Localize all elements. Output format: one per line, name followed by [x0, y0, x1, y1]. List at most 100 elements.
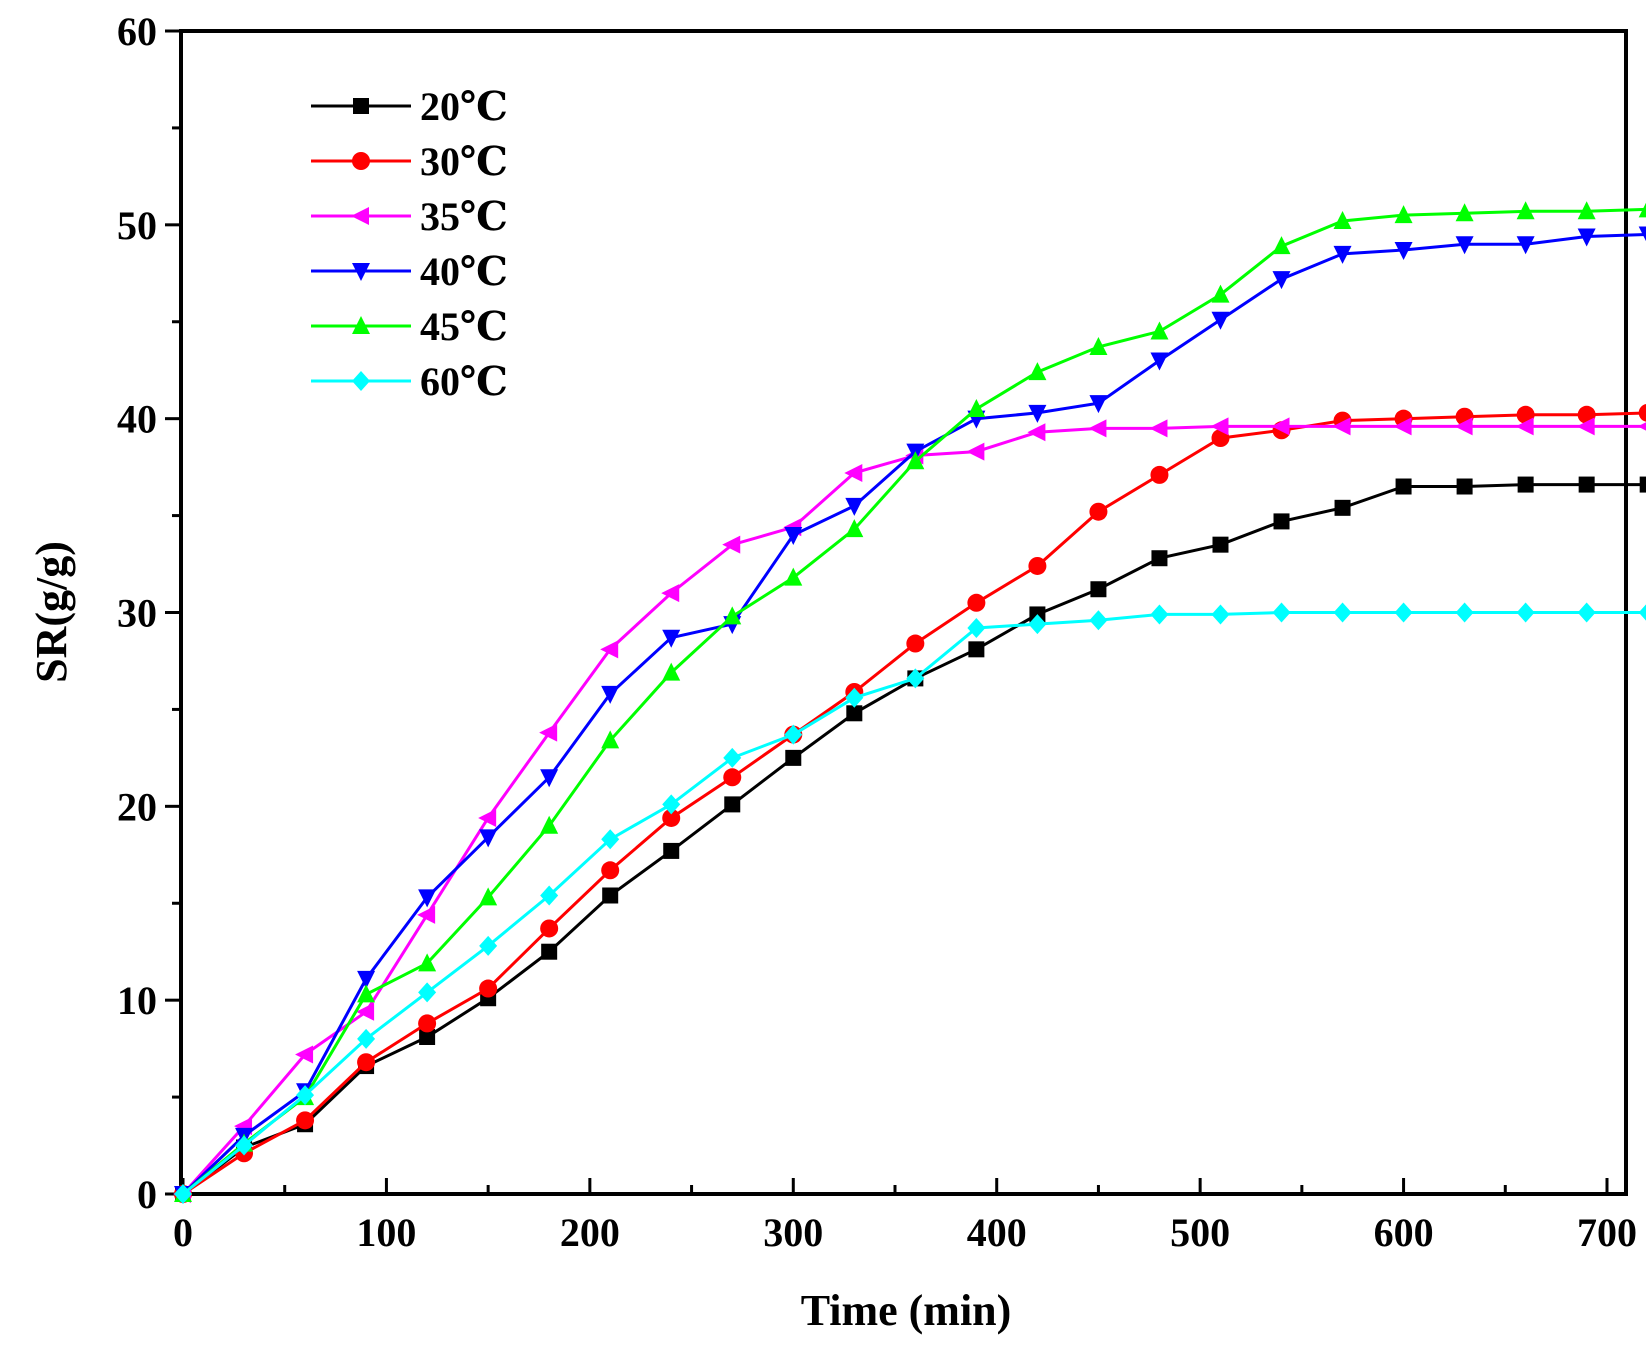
- series-line: [182, 207, 1646, 1196]
- data-point: [235, 1135, 254, 1156]
- data-point: [541, 943, 558, 960]
- data-point: [1089, 502, 1108, 521]
- data-point: [1028, 614, 1047, 635]
- data-point: [1028, 556, 1047, 575]
- data-point: [1639, 476, 1646, 493]
- legend-marker: [351, 207, 369, 225]
- legend-label: 40℃: [420, 249, 508, 294]
- data-point: [1394, 205, 1413, 224]
- data-point: [1516, 201, 1535, 220]
- data-point: [662, 808, 681, 827]
- data-point: [1089, 610, 1108, 631]
- data-point: [479, 935, 498, 956]
- data-point: [1150, 465, 1169, 484]
- data-point: [1332, 417, 1351, 436]
- legend-marker: [352, 152, 370, 170]
- data-point: [1149, 419, 1168, 438]
- data-point: [1455, 203, 1474, 222]
- data-point: [1637, 422, 1646, 431]
- data-point: [844, 463, 863, 482]
- data-point: [418, 1014, 437, 1033]
- data-point: [906, 668, 925, 689]
- data-point: [1517, 476, 1534, 493]
- data-point: [1089, 395, 1108, 414]
- data-point: [602, 887, 619, 904]
- data-point: [967, 618, 986, 639]
- data-point: [967, 398, 986, 417]
- data-point: [1027, 423, 1046, 442]
- data-point: [661, 584, 680, 603]
- data-point: [1638, 202, 1646, 218]
- x-tick-labels: 0 100 200 300 400 500 600 700: [173, 1210, 1637, 1255]
- data-point: [174, 1184, 192, 1204]
- legend-marker: [352, 263, 370, 281]
- data-point: [906, 634, 925, 653]
- x-tick-label: 300: [763, 1210, 823, 1255]
- series-line: [181, 424, 1646, 1196]
- data-point: [662, 794, 681, 815]
- data-point: [1455, 602, 1474, 623]
- data-point: [1576, 417, 1595, 436]
- data-point: [1151, 550, 1168, 567]
- data-point: [1212, 536, 1229, 553]
- data-point: [1211, 284, 1230, 303]
- data-point: [845, 497, 864, 516]
- data-point: [1456, 478, 1473, 495]
- data-point: [1638, 404, 1646, 422]
- data-point: [1211, 311, 1230, 330]
- data-point: [357, 970, 376, 989]
- data-point: [1578, 476, 1595, 493]
- data-point: [1454, 417, 1473, 436]
- legend-label: 20℃: [420, 84, 508, 129]
- legend-label: 35℃: [420, 194, 508, 239]
- data-point: [540, 769, 559, 788]
- data-point: [1455, 236, 1474, 255]
- data-point: [1271, 417, 1290, 436]
- data-point: [1273, 513, 1290, 530]
- legend-item: 40℃: [311, 249, 508, 294]
- data-point: [539, 723, 558, 742]
- data-point: [1577, 228, 1596, 247]
- x-tick-label: 0: [173, 1210, 193, 1255]
- data-point: [1393, 417, 1412, 436]
- data-point: [968, 641, 985, 658]
- data-point: [1334, 499, 1351, 516]
- data-point: [1088, 419, 1107, 438]
- x-tick-label: 400: [967, 1210, 1027, 1255]
- legend-marker: [352, 371, 370, 391]
- data-point: [966, 442, 985, 461]
- data-point: [723, 606, 742, 625]
- data-point: [601, 685, 620, 704]
- y-tick-label: 30: [117, 591, 157, 636]
- series-5: [174, 201, 1646, 1202]
- data-point: [723, 747, 742, 768]
- data-point: [419, 1028, 436, 1045]
- y-tick-labels: 0 10 20 30 40 50 60: [117, 9, 157, 1217]
- data-point: [540, 919, 559, 938]
- data-point: [418, 889, 437, 908]
- x-tick-label: 200: [560, 1210, 620, 1255]
- y-tick-label: 60: [117, 9, 157, 54]
- data-point: [540, 885, 559, 906]
- data-point: [1638, 226, 1646, 242]
- data-point: [1515, 417, 1534, 436]
- legend-item: 60℃: [311, 359, 508, 404]
- data-point: [1516, 236, 1535, 255]
- data-point: [785, 749, 802, 766]
- x-tick-label: 500: [1170, 1210, 1230, 1255]
- x-axis-title: Time (min): [801, 1286, 1012, 1335]
- data-point: [1210, 417, 1229, 436]
- data-point: [1394, 242, 1413, 261]
- data-point: [1150, 352, 1169, 371]
- data-point: [1150, 321, 1169, 340]
- data-point: [357, 1053, 376, 1072]
- data-point: [722, 535, 741, 554]
- series-2: [174, 404, 1646, 1203]
- data-point: [356, 1002, 375, 1021]
- legend-marker: [353, 98, 369, 114]
- data-point: [1089, 336, 1108, 355]
- data-point: [540, 815, 559, 834]
- data-point: [724, 796, 741, 813]
- series-group: [173, 201, 1646, 1204]
